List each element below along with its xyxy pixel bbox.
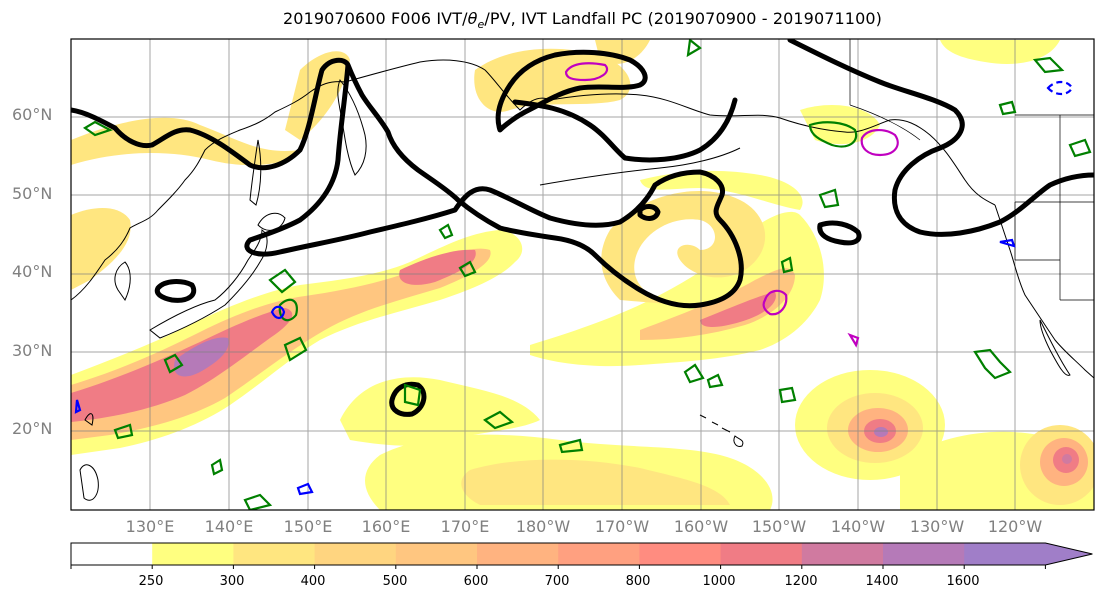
lon-label: 130°E bbox=[125, 517, 175, 536]
colorbar-segment bbox=[558, 543, 640, 565]
blue-japan bbox=[270, 305, 286, 320]
taiwan-coast bbox=[84, 413, 94, 426]
ivt-alaska-patch bbox=[940, 40, 1060, 64]
japan-coast bbox=[149, 229, 268, 339]
gridlines bbox=[71, 39, 1094, 510]
pv-contour-ne bbox=[787, 39, 1094, 237]
colorbar-label: 1600 bbox=[946, 574, 980, 589]
colorbar-label: 1200 bbox=[784, 574, 818, 589]
magenta-central bbox=[762, 289, 788, 316]
alaska-coast bbox=[549, 93, 996, 206]
ivt-north-ribbon bbox=[71, 117, 300, 166]
colorbar-label: 500 bbox=[382, 574, 408, 589]
pv-contours bbox=[71, 39, 1094, 417]
ivt-central-core bbox=[640, 268, 795, 340]
ivt-okhotsk bbox=[474, 48, 631, 112]
lat-label: 60°N bbox=[12, 105, 53, 124]
lon-label: 180°W bbox=[515, 517, 571, 536]
pv-contour-main bbox=[71, 57, 744, 309]
pv-contour-north bbox=[495, 49, 648, 133]
theta-e-contours bbox=[82, 39, 1092, 510]
colorbar-label: 1400 bbox=[865, 574, 899, 589]
colorbar-segment bbox=[801, 543, 884, 565]
pv-contour-gulf bbox=[817, 220, 862, 246]
lon-label: 150°E bbox=[283, 517, 333, 536]
colorbar-label: 250 bbox=[138, 574, 164, 589]
colorbar-label: 700 bbox=[544, 574, 570, 589]
lon-label: 160°W bbox=[673, 517, 729, 536]
colorbar-label: 1000 bbox=[702, 574, 736, 589]
asia-coast bbox=[71, 81, 346, 301]
magenta-gulf bbox=[860, 129, 899, 157]
colorbar-outline bbox=[70, 542, 1093, 566]
map-frame bbox=[70, 38, 1095, 511]
figure-title: 2019070600 F006 IVT/θe/PV, IVT Landfall … bbox=[283, 9, 882, 32]
lon-label: 160°E bbox=[361, 517, 411, 536]
pv-blob-2 bbox=[389, 381, 427, 417]
hawaii bbox=[699, 414, 744, 447]
kamchatka-coast bbox=[337, 79, 367, 176]
ivt-tc1-5 bbox=[874, 427, 888, 437]
ivt-north-central bbox=[640, 170, 803, 210]
ivt-south-band-2-in bbox=[461, 459, 730, 505]
colorbar-label: 800 bbox=[625, 574, 651, 589]
colorbar-segment bbox=[720, 543, 803, 565]
blue-south bbox=[296, 482, 314, 496]
ivt-japan-sea bbox=[71, 208, 131, 290]
lon-label: 140°W bbox=[830, 517, 886, 536]
hokkaido-coast bbox=[257, 212, 286, 231]
ivt-central-peak bbox=[700, 292, 776, 327]
colorbar-segment bbox=[314, 543, 397, 565]
blue-na bbox=[999, 238, 1016, 248]
landfall-contours bbox=[74, 62, 1074, 496]
lat-label: 40°N bbox=[12, 262, 53, 281]
colorbar-segment bbox=[152, 543, 234, 565]
lon-label: 120°W bbox=[987, 517, 1043, 536]
baja-coast bbox=[1039, 319, 1071, 376]
pv-blob-1 bbox=[154, 279, 197, 303]
ivt-band-west-peak bbox=[174, 337, 229, 377]
lon-label: 140°E bbox=[204, 517, 254, 536]
ivt-band-170e-core bbox=[399, 249, 476, 285]
lon-label: 170°W bbox=[594, 517, 650, 536]
colorbar-segment bbox=[964, 543, 1093, 565]
colorbar-segment bbox=[395, 543, 478, 565]
colorbar-label: 600 bbox=[463, 574, 489, 589]
lat-label: 50°N bbox=[12, 184, 53, 203]
ivt-central-swirl bbox=[601, 191, 766, 305]
ivt-south-band bbox=[340, 377, 540, 446]
colorbar-segment bbox=[233, 543, 316, 565]
lon-label: 170°E bbox=[440, 517, 490, 536]
magenta-small bbox=[847, 332, 860, 348]
philippines-coast bbox=[79, 464, 99, 501]
colorbar-segment bbox=[639, 543, 722, 565]
colorbar-segment bbox=[477, 543, 559, 565]
colorbar-label: 300 bbox=[219, 574, 245, 589]
blue-left bbox=[74, 399, 82, 414]
pv-blob-3 bbox=[637, 204, 661, 221]
magenta-bering bbox=[564, 62, 609, 82]
colorbar-label: 400 bbox=[300, 574, 326, 589]
lat-label: 20°N bbox=[12, 419, 53, 438]
pv-contour-nt1 bbox=[512, 97, 738, 163]
lon-label: 130°W bbox=[909, 517, 965, 536]
korea-coast bbox=[114, 261, 131, 301]
lat-label: 30°N bbox=[12, 341, 53, 360]
lon-label: 150°W bbox=[751, 517, 807, 536]
colorbar-segment bbox=[883, 543, 965, 565]
colorbar-segment bbox=[71, 543, 153, 565]
ivt-tc2-4 bbox=[1062, 454, 1072, 464]
colorbar bbox=[70, 542, 1093, 569]
na-west-coast bbox=[994, 204, 1094, 379]
aleutians bbox=[539, 147, 741, 186]
sakhalin-coast bbox=[249, 139, 262, 206]
